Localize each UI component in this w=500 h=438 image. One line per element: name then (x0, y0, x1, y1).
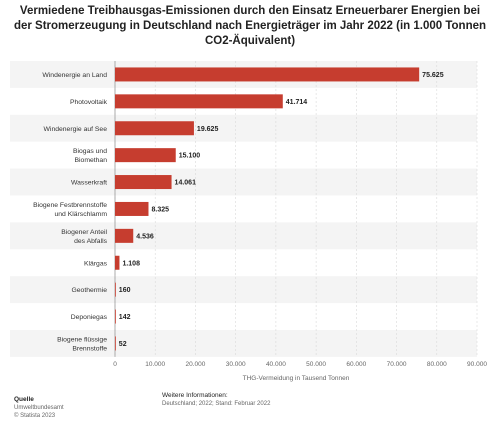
category-label: Geothermie (71, 287, 107, 294)
x-tick-label: 40.000 (266, 361, 286, 368)
x-tick-label: 50.000 (306, 361, 326, 368)
value-label: 4.536 (136, 233, 154, 240)
category-labels: Windenergie an Land Photovoltaik Windenerg… (33, 72, 108, 353)
bar[interactable] (115, 255, 120, 270)
row-stripes (10, 61, 477, 357)
x-tick-labels: 0 10.000 20.000 30.000 40.000 50.000 60.000 70.… (113, 361, 487, 368)
bar[interactable] (115, 309, 116, 324)
x-tick-label: 20.000 (185, 361, 205, 368)
row-stripe (10, 168, 477, 196)
bar[interactable] (115, 121, 194, 136)
category-label: Windenergie auf See (44, 126, 108, 133)
x-axis-label: THG-Vermeidung in Tausend Tonnen (243, 375, 350, 382)
info-text: Deutschland; 2022; Stand: Februar 2022 (162, 401, 271, 407)
bar[interactable] (115, 175, 172, 190)
info-block: Weitere Informationen: Deutschland; 2022… (162, 392, 270, 408)
value-label: 41.714 (286, 99, 308, 106)
chart-title: Vermiedene Treibhausgas-Emissionen durch… (13, 5, 487, 47)
copyright-line[interactable]: © Statista 2023 (14, 413, 56, 419)
bar[interactable] (115, 148, 176, 163)
bar[interactable] (115, 67, 420, 82)
category-label: Wasserkraft (71, 180, 107, 187)
x-tick-label: 70.000 (387, 361, 407, 368)
category-label: Klärgas (84, 260, 108, 267)
bars (115, 67, 420, 351)
row-stripe (10, 276, 477, 304)
row-stripe (10, 222, 477, 250)
bar[interactable] (115, 282, 116, 297)
grid-lines (114, 61, 478, 357)
x-tick-label: 0 (113, 361, 117, 368)
bar[interactable] (115, 228, 134, 243)
value-label: 15.100 (179, 153, 201, 160)
value-label: 8.325 (151, 206, 169, 213)
category-label: Deponiegas (71, 314, 108, 321)
row-stripe (10, 114, 477, 142)
category-label: Photovoltaik (70, 99, 108, 106)
source-line[interactable]: Umweltbundesamt (14, 405, 64, 411)
x-tick-label: 60.000 (346, 361, 366, 368)
value-label: 160 (119, 287, 131, 294)
x-tick-label: 90.000 (467, 361, 487, 368)
category-label: Biogener Anteil des Abfalls (61, 229, 107, 245)
bar[interactable] (115, 201, 149, 216)
value-label: 142 (119, 314, 131, 321)
category-label: Windenergie an Land (42, 72, 107, 79)
value-label: 14.061 (175, 180, 197, 187)
value-labels: 75.625 41.714 19.625 15.100 14.061 8.325 4.536… (119, 72, 444, 348)
source-heading: Quelle (14, 396, 34, 403)
x-tick-label: 10.000 (145, 361, 165, 368)
source-block: Quelle Umweltbundesamt © Statista 2023 (14, 396, 64, 420)
bar[interactable] (115, 94, 283, 109)
row-stripe (10, 330, 477, 357)
value-label: 75.625 (422, 72, 444, 79)
category-label: Biogas und Biomethan (73, 148, 107, 164)
category-label: Biogene flüssige Brennstoffe (57, 336, 107, 352)
value-label: 52 (119, 341, 127, 348)
value-label: 19.625 (197, 126, 219, 133)
info-heading[interactable]: Weitere Informationen: (162, 392, 228, 399)
value-label: 1.108 (122, 260, 140, 267)
x-tick-label: 80.000 (427, 361, 447, 368)
x-tick-label: 30.000 (226, 361, 246, 368)
bar[interactable] (115, 336, 116, 351)
category-label: Biogene Festbrennstoffe und Klärschlamm (33, 202, 107, 218)
